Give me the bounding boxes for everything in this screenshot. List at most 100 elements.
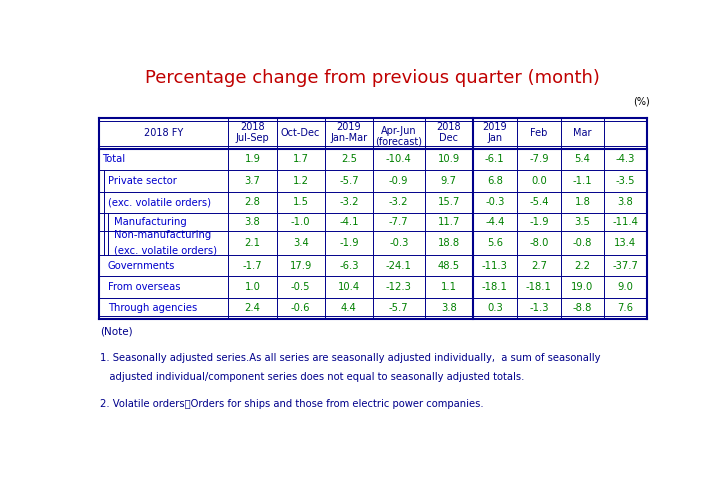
Text: 9.7: 9.7 [441,176,457,186]
Text: -1.9: -1.9 [529,217,549,227]
Text: 9.0: 9.0 [617,282,633,292]
Text: (Note): (Note) [100,326,133,336]
Text: 7.6: 7.6 [617,304,633,314]
Text: -3.2: -3.2 [339,197,359,208]
Text: 1.2: 1.2 [293,176,309,186]
Text: -1.7: -1.7 [242,261,262,271]
Text: (exc. volatile orders): (exc. volatile orders) [115,245,217,255]
Text: -0.8: -0.8 [573,238,592,248]
Text: -11.3: -11.3 [482,261,507,271]
Text: 6.8: 6.8 [487,176,502,186]
Text: 1.0: 1.0 [245,282,261,292]
Text: 2019: 2019 [337,122,361,132]
Text: (exc. volatile orders): (exc. volatile orders) [107,197,211,208]
Text: -1.3: -1.3 [529,304,549,314]
Text: 3.8: 3.8 [441,304,457,314]
Text: Oct-Dec: Oct-Dec [281,128,320,139]
Text: -1.0: -1.0 [291,217,311,227]
Text: 5.4: 5.4 [574,154,590,165]
Text: -18.1: -18.1 [482,282,507,292]
Text: Jan-Mar: Jan-Mar [330,133,367,143]
Text: adjusted individual/component series does not equal to seasonally adjusted total: adjusted individual/component series doe… [100,372,525,382]
Text: -0.9: -0.9 [389,176,409,186]
Text: 3.8: 3.8 [245,217,261,227]
Text: 0.3: 0.3 [487,304,502,314]
Text: 1.5: 1.5 [293,197,309,208]
Text: 11.7: 11.7 [438,217,460,227]
Text: 3.5: 3.5 [574,217,590,227]
Text: -5.7: -5.7 [389,304,409,314]
Text: 2.8: 2.8 [245,197,261,208]
Text: 2.4: 2.4 [245,304,261,314]
Text: 2.2: 2.2 [574,261,590,271]
Text: 1.9: 1.9 [245,154,261,165]
Text: 17.9: 17.9 [290,261,312,271]
Text: 2.7: 2.7 [531,261,547,271]
Text: -4.4: -4.4 [485,217,505,227]
Text: -4.3: -4.3 [616,154,635,165]
Text: -8.8: -8.8 [573,304,592,314]
Text: 1.8: 1.8 [574,197,590,208]
Text: 48.5: 48.5 [438,261,460,271]
Text: 1.1: 1.1 [441,282,457,292]
Text: -3.2: -3.2 [389,197,409,208]
Text: From overseas: From overseas [107,282,180,292]
Text: -1.9: -1.9 [339,238,359,248]
Text: 3.8: 3.8 [617,197,633,208]
Text: -8.0: -8.0 [529,238,549,248]
Text: Private sector: Private sector [107,176,176,186]
Text: 10.4: 10.4 [338,282,360,292]
Text: 2.1: 2.1 [245,238,261,248]
Text: 13.4: 13.4 [614,238,636,248]
Text: Dec: Dec [439,133,458,143]
Text: (%): (%) [633,97,650,106]
Text: 19.0: 19.0 [571,282,593,292]
Text: -4.1: -4.1 [339,217,359,227]
Text: 2018 FY: 2018 FY [144,128,184,139]
Text: -12.3: -12.3 [386,282,412,292]
Text: 18.8: 18.8 [438,238,460,248]
Text: -11.4: -11.4 [612,217,638,227]
Text: Jul-Sep: Jul-Sep [236,133,269,143]
Text: 15.7: 15.7 [438,197,460,208]
Text: -1.1: -1.1 [573,176,592,186]
Text: Percentage change from previous quarter (month): Percentage change from previous quarter … [144,69,600,87]
Text: 10.9: 10.9 [438,154,460,165]
Text: 3.7: 3.7 [245,176,261,186]
Text: -7.9: -7.9 [529,154,549,165]
Text: 2018: 2018 [240,122,265,132]
Text: Jan: Jan [487,133,502,143]
Text: Non-manufacturing: Non-manufacturing [115,230,212,240]
Text: -6.1: -6.1 [485,154,505,165]
Text: Apr-Jun: Apr-Jun [381,126,417,136]
Text: 5.6: 5.6 [487,238,503,248]
Text: 2019: 2019 [483,122,507,132]
Text: 1. Seasonally adjusted series.As all series are seasonally adjusted individually: 1. Seasonally adjusted series.As all ser… [100,353,601,363]
Text: -0.3: -0.3 [389,238,409,248]
Text: -0.6: -0.6 [291,304,311,314]
Text: -10.4: -10.4 [386,154,412,165]
Text: 1.7: 1.7 [293,154,309,165]
Text: 2.5: 2.5 [340,154,357,165]
Text: -3.5: -3.5 [616,176,635,186]
Text: Total: Total [102,154,125,165]
Text: -0.5: -0.5 [291,282,311,292]
Text: -5.4: -5.4 [529,197,549,208]
Text: Manufacturing: Manufacturing [115,217,187,227]
Text: 4.4: 4.4 [341,304,356,314]
Text: Feb: Feb [530,128,547,139]
Text: (forecast): (forecast) [375,137,423,147]
Text: -5.7: -5.7 [339,176,359,186]
Text: -18.1: -18.1 [526,282,552,292]
Text: Mar: Mar [573,128,592,139]
Text: -37.7: -37.7 [612,261,638,271]
Text: 0.0: 0.0 [531,176,547,186]
Text: -0.3: -0.3 [485,197,505,208]
Text: 2018: 2018 [436,122,461,132]
Text: -7.7: -7.7 [389,217,409,227]
Text: Governments: Governments [107,261,175,271]
Text: 2. Volatile orders：Orders for ships and those from electric power companies.: 2. Volatile orders：Orders for ships and … [100,399,484,409]
Text: 3.4: 3.4 [293,238,309,248]
Text: -6.3: -6.3 [339,261,359,271]
Text: -24.1: -24.1 [386,261,412,271]
